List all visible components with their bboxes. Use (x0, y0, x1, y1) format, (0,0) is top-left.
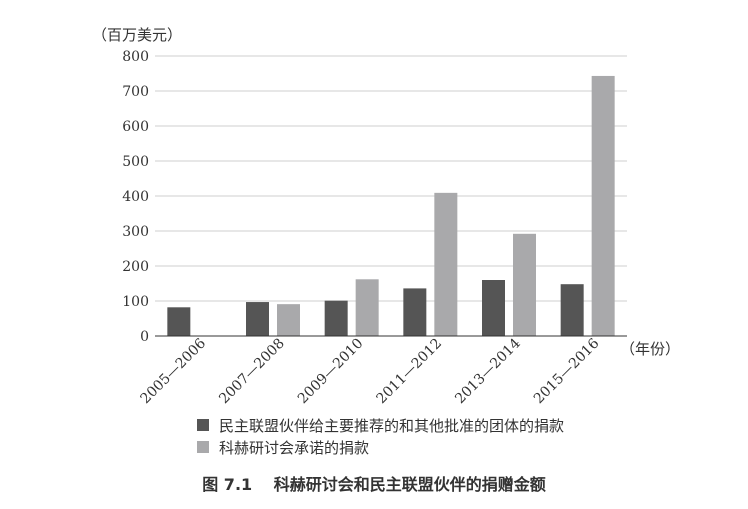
bar-series-1 (560, 284, 584, 336)
bar-series-2 (434, 192, 458, 336)
x-tick-label: 2011—2012 (374, 336, 446, 408)
bar-series-1 (246, 302, 269, 336)
y-tick-label: 700 (122, 84, 149, 100)
y-tick-label: 400 (122, 189, 149, 205)
y-tick-label: 600 (122, 119, 149, 135)
legend-item-series-1: 民主联盟伙伴给主要推荐的和其他批准的团体的捐款 (197, 414, 564, 436)
y-axis-tick-labels: 0 100 200 300 400 500 600 700 800 (122, 49, 149, 345)
y-tick-label: 0 (140, 329, 149, 345)
x-axis-tick-labels: 2005—2006 2007—2008 2009—2010 2011—2012 2013… (138, 335, 603, 407)
figure-title: 科赫研讨会和民主联盟伙伴的捐赠金额 (273, 475, 546, 494)
x-tick-label: 2013—2014 (452, 335, 524, 407)
y-tick-label: 200 (122, 259, 149, 275)
bar-series-2 (355, 279, 379, 336)
figure-number: 图 7.1 (202, 475, 253, 494)
bar-series-2 (277, 304, 300, 336)
bar-series-2 (513, 233, 536, 336)
bar-series-1 (403, 288, 427, 336)
bars (167, 75, 615, 336)
legend-label-series-2: 科赫研讨会承诺的捐款 (219, 438, 370, 457)
legend-swatch-series-2 (197, 441, 209, 453)
bar-series-2 (591, 75, 615, 336)
x-axis-unit-label: （年份） (620, 340, 680, 358)
bar-series-1 (324, 300, 348, 336)
y-tick-label: 500 (122, 154, 149, 170)
y-tick-label: 800 (122, 49, 149, 65)
figure-caption: 图 7.1 科赫研讨会和民主联盟伙伴的捐赠金额 (0, 471, 748, 495)
bar-chart: 0 100 200 300 400 500 600 700 800 2005—2006 2007—… (92, 26, 680, 407)
legend-item-series-2: 科赫研讨会承诺的捐款 (197, 436, 564, 458)
legend-swatch-series-1 (197, 419, 209, 431)
x-tick-label: 2005—2006 (138, 335, 210, 407)
y-tick-label: 300 (122, 224, 149, 240)
grid-lines (155, 55, 627, 302)
y-axis-unit-label: （百万美元） (92, 26, 182, 44)
x-tick-label: 2007—2008 (216, 336, 288, 408)
x-tick-label: 2009—2010 (295, 336, 367, 408)
legend: 民主联盟伙伴给主要推荐的和其他批准的团体的捐款 科赫研讨会承诺的捐款 (197, 414, 564, 458)
y-tick-label: 100 (122, 294, 149, 310)
bar-series-1 (167, 307, 191, 336)
x-tick-label: 2015—2016 (531, 335, 603, 407)
legend-label-series-1: 民主联盟伙伴给主要推荐的和其他批准的团体的捐款 (219, 416, 565, 435)
bar-series-1 (482, 280, 505, 336)
